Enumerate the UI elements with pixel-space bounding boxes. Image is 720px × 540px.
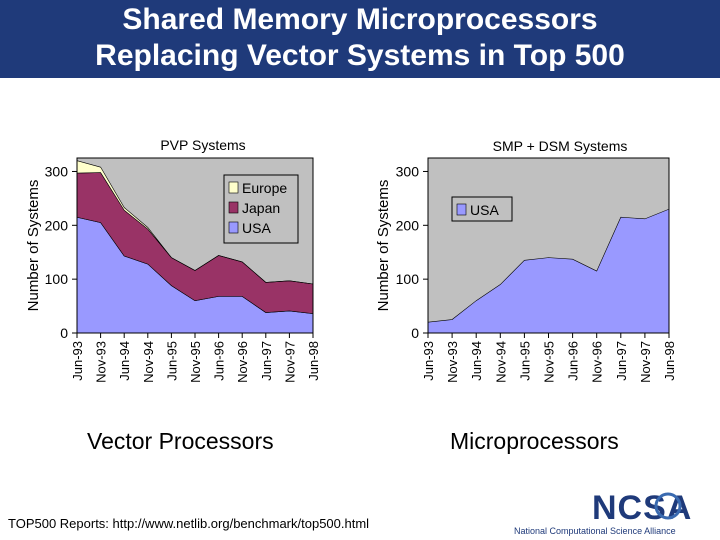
source-note: TOP500 Reports: http://www.netlib.org/be… <box>8 516 370 531</box>
page-title-line1: Shared Memory Microprocessors <box>122 3 598 36</box>
pvp-ytick-label: 0 <box>60 325 68 341</box>
smp-ytick-label: 200 <box>396 217 420 233</box>
smp-xtick-label: Nov-93 <box>445 341 460 383</box>
smp-legend-label-usa: USA <box>470 202 499 218</box>
pvp-xtick-label: Jun-98 <box>306 341 321 381</box>
smp-xtick-label: Jun-96 <box>566 341 581 381</box>
pvp-ytick-label: 200 <box>45 217 69 233</box>
page-title-line2: Replacing Vector Systems in Top 500 <box>95 39 625 72</box>
smp-xtick-label: Nov-97 <box>638 341 653 383</box>
pvp-xtick-label: Nov-94 <box>141 341 156 383</box>
smp-ytick-label: 300 <box>396 163 420 179</box>
pvp-xtick-label: Nov-93 <box>94 341 109 383</box>
svg-text:NCSA: NCSA <box>592 489 692 524</box>
vector-processors-caption: Vector Processors <box>87 428 274 454</box>
pvp-xtick-label: Jun-95 <box>164 341 179 381</box>
smp-legend-swatch-usa <box>456 203 467 216</box>
pvp-xtick-label: Nov-96 <box>235 341 250 383</box>
smp-ytick-label: 0 <box>411 325 419 341</box>
pvp-legend-swatch-japan <box>228 201 239 214</box>
smp-chart-title: SMP + DSM Systems <box>493 138 628 154</box>
smp-xtick-label: Jun-98 <box>662 341 677 381</box>
pvp-y-axis-label: Number of Systems <box>25 180 42 312</box>
pvp-ytick-label: 300 <box>45 163 69 179</box>
smp-xtick-label: Nov-96 <box>590 341 605 383</box>
smp-y-axis-label: Number of Systems <box>375 180 392 312</box>
smp-xtick-label: Nov-95 <box>542 341 557 383</box>
pvp-xtick-label: Jun-93 <box>70 341 85 381</box>
smp-xtick-label: Jun-95 <box>517 341 532 381</box>
pvp-chart-title: PVP Systems <box>160 137 245 153</box>
microprocessors-caption: Microprocessors <box>450 428 619 454</box>
pvp-ytick-label: 100 <box>45 271 69 287</box>
pvp-area-europe <box>76 160 314 285</box>
pvp-xtick-label: Nov-97 <box>282 341 297 383</box>
pvp-xtick-label: Jun-97 <box>259 341 274 381</box>
ncsa-logo: NCSA <box>592 489 692 524</box>
pvp-legend-swatch-usa <box>228 221 239 234</box>
pvp-legend-swatch-europe <box>228 181 239 194</box>
pvp-xtick-label: Jun-94 <box>117 341 132 381</box>
pvp-legend-label-japan: Japan <box>242 200 280 216</box>
smp-xtick-label: Jun-94 <box>469 341 484 381</box>
ncsa-org-name: National Computational Science Alliance <box>514 526 676 536</box>
pvp-xtick-label: Nov-95 <box>188 341 203 383</box>
pvp-xtick-label: Jun-96 <box>212 341 227 381</box>
smp-ytick-label: 100 <box>396 271 420 287</box>
pvp-legend-label-usa: USA <box>242 220 271 236</box>
smp-xtick-label: Jun-93 <box>421 341 436 381</box>
smp-xtick-label: Nov-94 <box>493 341 508 383</box>
pvp-legend-label-europe: Europe <box>242 180 287 196</box>
title-band: Shared Memory Microprocessors Replacing … <box>0 0 720 78</box>
smp-xtick-label: Jun-97 <box>614 341 629 381</box>
